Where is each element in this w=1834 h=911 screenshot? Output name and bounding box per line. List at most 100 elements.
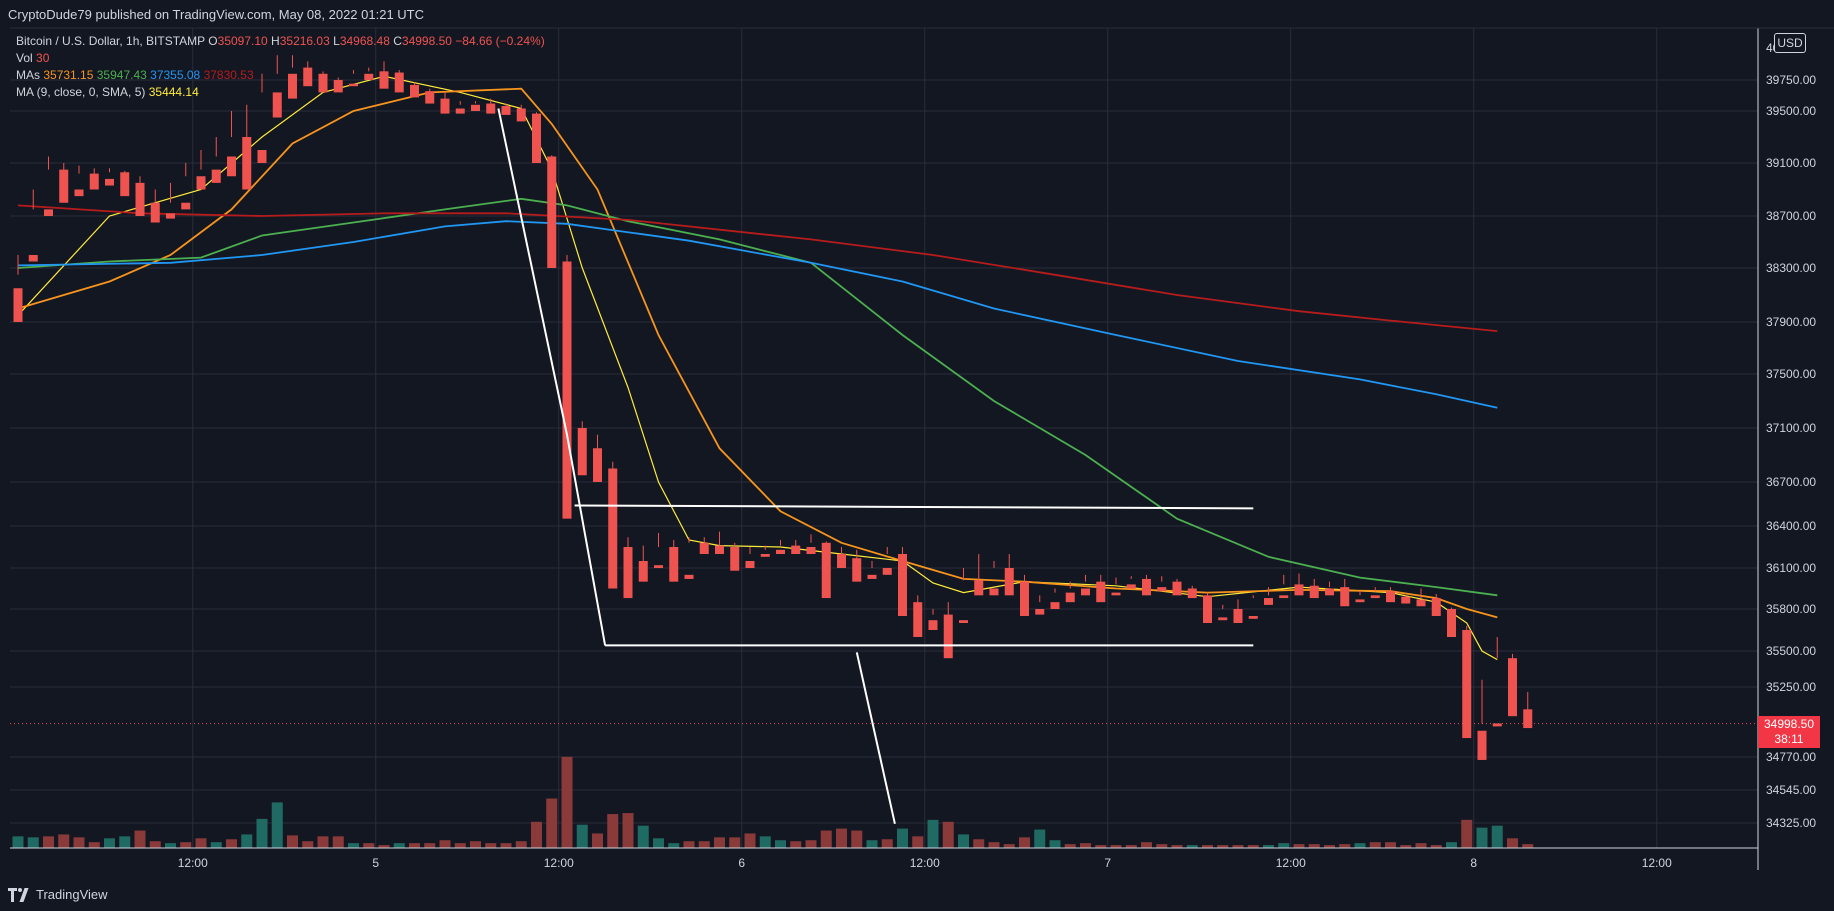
candle-body <box>989 588 999 596</box>
volume-bar <box>759 836 771 848</box>
volume-bar <box>454 843 466 848</box>
candle-body <box>959 620 968 623</box>
drop-line <box>497 108 607 646</box>
volume-bar <box>714 837 725 848</box>
candle-body <box>1187 588 1197 599</box>
candle-body <box>394 72 404 93</box>
volume-bar <box>958 834 969 848</box>
candle-body <box>1172 581 1182 596</box>
volume-bar <box>592 833 603 848</box>
volume-bar <box>317 836 329 848</box>
mas-row: MAs 35731.15 35947.43 37355.08 37830.53 <box>16 67 545 84</box>
candle-body <box>837 554 846 568</box>
volume-bar <box>1354 843 1366 848</box>
ma-value-4: 37830.53 <box>203 68 254 82</box>
volume-bars <box>12 756 1534 848</box>
ma9-label[interactable]: MA (9, close, 0, SMA, 5) <box>16 85 146 99</box>
trend-drawings <box>10 108 1758 825</box>
change-value: −84.66 (−0.24%) <box>455 34 545 48</box>
candle-body <box>1111 592 1121 596</box>
candle-body <box>1096 581 1106 603</box>
volume-bar <box>393 843 405 848</box>
volume-bar <box>88 842 100 848</box>
ma-value-2: 35947.43 <box>96 68 147 82</box>
candle-body <box>1157 587 1167 592</box>
price-axis-area <box>1758 28 1834 848</box>
volume-bar <box>1247 845 1259 848</box>
candle-body <box>516 108 526 122</box>
volume-bar <box>744 833 756 848</box>
volume-bar <box>409 843 420 848</box>
volume-bar <box>1369 842 1381 848</box>
candle-body <box>1126 584 1136 589</box>
chart-legend: Bitcoin / U.S. Dollar, 1h, BITSTAMP O350… <box>16 33 545 101</box>
volume-bar <box>1278 843 1290 848</box>
high-value: 35216.03 <box>279 34 330 48</box>
volume-bar <box>1141 842 1152 848</box>
candle-body <box>821 542 831 599</box>
volume-bar <box>668 843 680 848</box>
volume-bar <box>1064 844 1076 848</box>
upper-range-line <box>574 504 1254 510</box>
volume-bar <box>790 841 802 848</box>
vol-label[interactable]: Vol <box>16 51 33 65</box>
currency-button[interactable]: USD <box>1774 33 1806 53</box>
symbol-title[interactable]: Bitcoin / U.S. Dollar, 1h, BITSTAMP <box>16 34 205 48</box>
volume-bar <box>363 843 375 848</box>
candle-body <box>1355 599 1365 603</box>
volume-bar <box>1385 842 1396 848</box>
candle-body <box>1523 709 1533 729</box>
volume-bar <box>897 828 908 848</box>
candle-body <box>425 91 435 104</box>
ma9-value: 35444.14 <box>148 85 199 99</box>
volume-bar <box>43 836 54 848</box>
tradingview-logo[interactable]: TradingView <box>8 887 108 902</box>
volume-bar <box>622 813 634 848</box>
candle-body <box>562 261 572 519</box>
volume-bar <box>1125 845 1137 848</box>
candles <box>13 55 1533 760</box>
candle-body <box>806 547 816 554</box>
volume-bar <box>149 841 161 848</box>
candle-body <box>943 614 953 659</box>
volume-bar <box>1308 844 1320 848</box>
volume-bar <box>973 839 985 848</box>
volume-bar <box>73 837 85 848</box>
candle-body <box>1309 585 1319 599</box>
volume-bar <box>165 843 176 848</box>
candle-body <box>28 255 38 262</box>
volume-bar <box>1415 843 1427 848</box>
volume-bar <box>348 843 359 848</box>
mas-label[interactable]: MAs <box>16 68 40 82</box>
candle-body <box>1492 723 1502 727</box>
candle-body <box>105 178 114 186</box>
volume-bar <box>942 821 954 848</box>
candle-countdown: 38:11 <box>1774 732 1804 746</box>
volume-bar <box>1171 845 1183 848</box>
time-tick-label: 6 <box>738 856 745 870</box>
volume-bar <box>1430 845 1442 848</box>
price-tick-label: 35250.00 <box>1766 680 1816 694</box>
volume-bar <box>104 838 115 848</box>
close-value: 34998.50 <box>401 34 452 48</box>
candle-body <box>1065 592 1075 603</box>
ma-line <box>17 197 1498 597</box>
symbol-row: Bitcoin / U.S. Dollar, 1h, BITSTAMP O350… <box>16 34 545 48</box>
candle-body <box>1477 730 1487 760</box>
price-axis-labels: 39750.00 39500.00 39100.00 38700.00 38300.00… <box>1766 41 1816 830</box>
time-tick-label: 12:00 <box>544 856 574 870</box>
last-price-value: 34998.50 <box>1763 717 1815 731</box>
candle-body <box>1370 595 1380 599</box>
volume-bar <box>58 834 70 848</box>
candle-body <box>1020 581 1029 616</box>
volume-bar <box>439 840 451 848</box>
candle-body <box>181 202 191 210</box>
volume-bar <box>424 843 436 848</box>
volume-bar <box>1186 845 1198 848</box>
candle-body <box>974 580 984 596</box>
candle-body <box>1081 588 1090 596</box>
ma-value-1: 35731.15 <box>43 68 94 82</box>
open-value: 35097.10 <box>217 34 268 48</box>
price-tick-label: 39750.00 <box>1766 73 1816 87</box>
